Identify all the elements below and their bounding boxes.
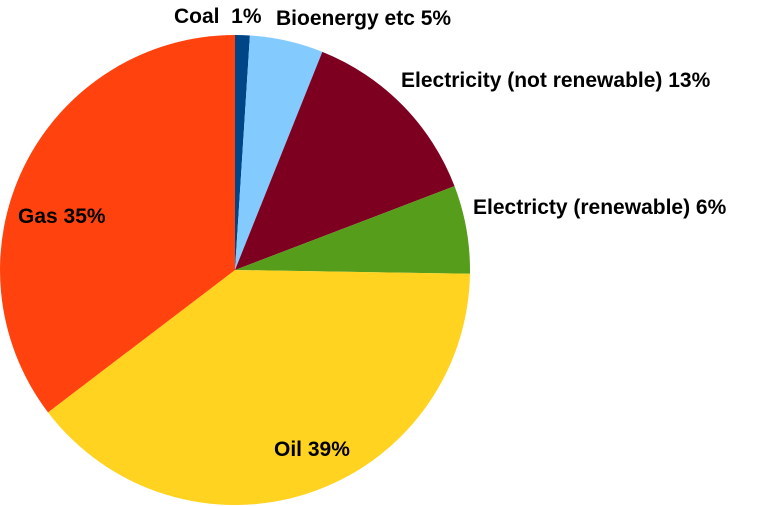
label-electricity-renewable: Electricty (renewable) 6%	[473, 196, 727, 219]
slice-electricity-not-renewable	[235, 51, 455, 270]
slice-oil	[48, 270, 470, 505]
label-oil: Oil 39%	[274, 438, 350, 461]
label-gas: Gas 35%	[18, 205, 106, 228]
label-electricity-not-renewable: Electricity (not renewable) 13%	[401, 69, 711, 92]
slice-bioenergy-etc	[235, 35, 323, 270]
slice-gas	[0, 35, 235, 413]
pie-slices	[0, 34, 470, 505]
slice-electricty-renewable	[235, 186, 470, 274]
label-coal: Coal 1%	[174, 5, 262, 28]
slice-coal	[235, 34, 250, 270]
label-bioenergy: Bioenergy etc 5%	[276, 7, 451, 30]
